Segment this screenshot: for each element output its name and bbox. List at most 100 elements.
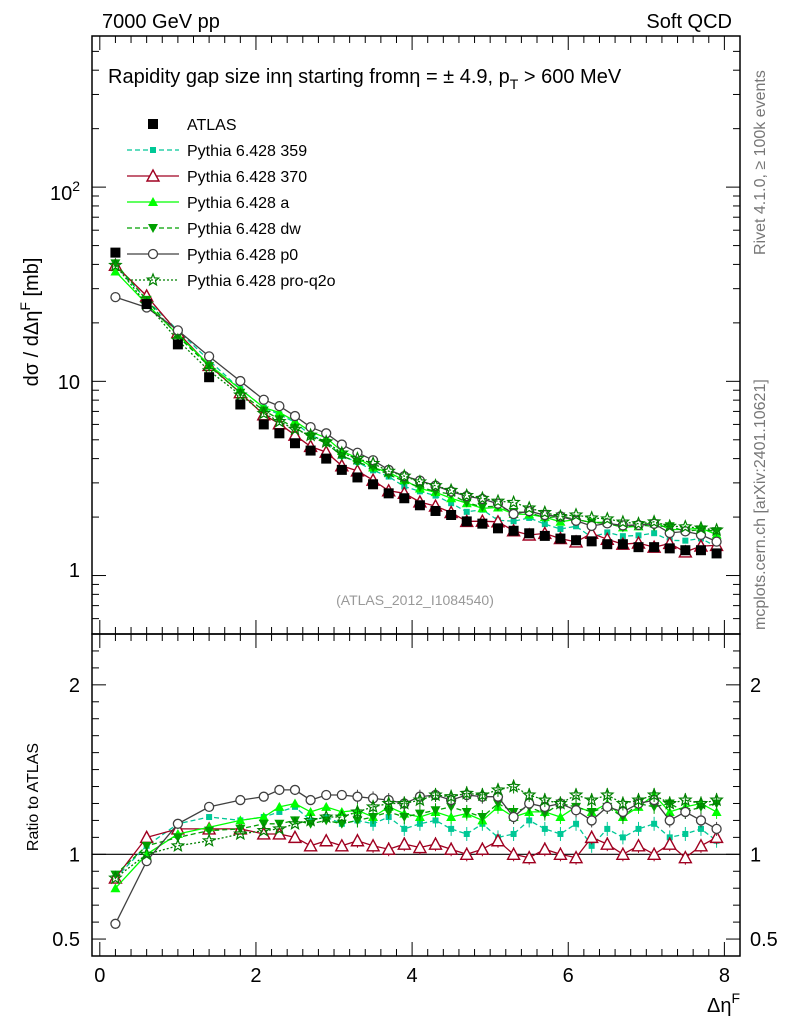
data-point — [678, 792, 693, 807]
data-point — [555, 812, 566, 822]
data-point — [711, 548, 722, 559]
data-point — [321, 801, 332, 811]
legend-entry: Pythia 6.428 dw — [127, 221, 301, 238]
data-point — [571, 535, 582, 546]
data-point — [258, 791, 269, 802]
data-point — [448, 500, 455, 507]
main-series-group — [108, 247, 724, 559]
data-point — [537, 504, 553, 519]
ratio-series-0 — [112, 803, 720, 882]
data-point — [274, 784, 285, 796]
chart-title: Rapidity gap size inη starting fromη = ±… — [108, 66, 622, 92]
data-point — [568, 850, 584, 864]
data-point — [432, 817, 439, 824]
data-point — [459, 487, 475, 502]
data-point — [201, 833, 217, 847]
data-point — [321, 789, 332, 801]
data-point — [475, 787, 490, 802]
data-point — [459, 846, 474, 861]
series-1 — [108, 257, 724, 558]
atlas-data — [110, 247, 722, 559]
data-point — [110, 883, 121, 893]
data-point — [148, 197, 158, 206]
data-point — [148, 119, 158, 129]
ratio-y-tick-label-right: 0.5 — [750, 929, 778, 951]
data-point — [368, 813, 379, 823]
data-point — [695, 815, 707, 826]
data-point — [381, 841, 396, 855]
legend-label: Pythia 6.428 p0 — [187, 247, 298, 264]
data-point — [170, 838, 186, 853]
data-point — [584, 792, 599, 807]
data-point — [524, 528, 535, 539]
data-point — [147, 248, 159, 260]
data-point — [619, 533, 626, 540]
data-point — [399, 813, 410, 823]
data-point — [235, 375, 246, 387]
data-point — [522, 850, 537, 864]
data-point — [646, 787, 662, 802]
legend-entry: Pythia 6.428 359 — [127, 143, 307, 160]
legend-label: Pythia 6.428 359 — [187, 143, 307, 160]
data-point — [303, 427, 318, 442]
data-point — [443, 841, 459, 855]
data-point — [274, 400, 285, 412]
data-point — [526, 817, 533, 824]
data-point — [521, 787, 537, 802]
data-point — [615, 514, 631, 529]
data-point — [443, 482, 459, 497]
data-point — [693, 838, 709, 852]
data-point — [305, 445, 316, 456]
data-point — [555, 533, 566, 544]
data-point — [477, 813, 488, 823]
data-point — [584, 510, 599, 525]
data-point — [287, 421, 303, 436]
data-point — [557, 526, 564, 533]
data-point — [461, 498, 472, 508]
data-point — [428, 787, 443, 802]
data-point — [235, 388, 246, 398]
legend-label: Pythia 6.428 dw — [187, 221, 301, 238]
legend-entry: Pythia 6.428 370 — [127, 168, 307, 186]
data-point — [274, 407, 285, 417]
ratio-y-axis-label: Ratio to ATLAS — [25, 743, 42, 851]
data-point — [139, 846, 154, 861]
data-point — [235, 815, 246, 825]
data-point — [477, 518, 488, 529]
legend-entry: Pythia 6.428 a — [127, 195, 289, 212]
data-point — [141, 841, 152, 851]
data-point — [602, 539, 613, 550]
analysis-id: (ATLAS_2012_I1084540) — [336, 592, 494, 608]
data-point — [206, 814, 213, 821]
data-point — [646, 514, 662, 529]
axis-ticks — [92, 35, 740, 957]
data-point — [141, 299, 152, 310]
data-point — [150, 147, 156, 153]
data-point — [148, 224, 158, 233]
rivet-label: Rivet 4.1.0, ≥ 100k events — [752, 70, 769, 255]
data-point — [680, 806, 691, 818]
data-point — [678, 519, 693, 534]
data-point — [604, 825, 611, 832]
series-2 — [110, 266, 722, 539]
data-point — [446, 812, 457, 822]
data-point — [399, 493, 410, 504]
data-point — [588, 842, 595, 849]
data-point — [709, 829, 724, 844]
data-point — [463, 508, 470, 515]
ratio-series-4 — [110, 784, 722, 929]
data-point — [203, 351, 215, 362]
data-point — [401, 825, 408, 832]
data-point — [318, 434, 334, 449]
data-point — [461, 516, 472, 527]
data-point — [383, 807, 394, 817]
data-point — [693, 795, 709, 810]
data-point — [586, 520, 597, 532]
data-point — [541, 521, 548, 528]
data-point — [680, 545, 691, 556]
data-point — [204, 372, 215, 383]
ratio-line — [115, 785, 717, 879]
data-point — [573, 523, 580, 530]
data-point — [365, 799, 381, 814]
